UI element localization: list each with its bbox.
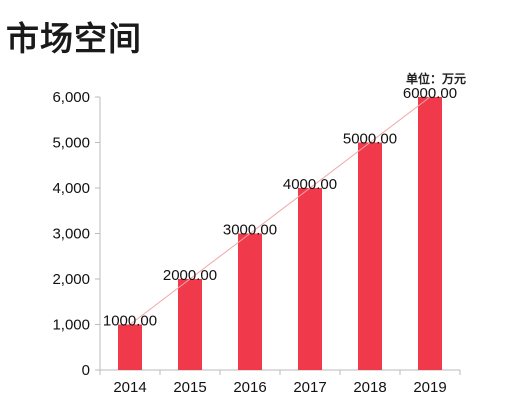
x-tick-label: 2015: [173, 379, 206, 396]
chart-bars: [118, 97, 442, 370]
data-label: 2000.00: [163, 267, 217, 284]
bar-2015: [178, 279, 202, 370]
bar-2016: [238, 233, 262, 370]
y-tick-label: 0: [82, 362, 90, 379]
y-tick-label: 4,000: [52, 180, 90, 197]
data-label: 4000.00: [283, 176, 337, 193]
x-tick-label: 2014: [113, 379, 146, 396]
bar-2014: [118, 324, 142, 370]
x-tick-label: 2019: [413, 379, 446, 396]
x-tick-label: 2018: [353, 379, 386, 396]
chart-labels: 2014 1000.00 2015 2000.00 2016 3000.00 2017 400…: [103, 71, 466, 396]
y-tick-label: 3,000: [52, 226, 90, 243]
chart-axes: 0 1,000 2,000 3,000 4,000 5,000 6,000: [52, 89, 461, 379]
data-label: 1000.00: [103, 313, 157, 330]
bar-2019: [418, 97, 442, 370]
trend-line: [129, 96, 431, 325]
x-tick-label: 2016: [233, 379, 266, 396]
y-tick-label: 6,000: [52, 89, 90, 106]
y-tick-label: 2,000: [52, 271, 90, 288]
x-tick-label: 2017: [293, 379, 326, 396]
unit-label: 单位：万元: [406, 71, 466, 86]
bar-2018: [358, 142, 382, 370]
y-tick-label: 1,000: [52, 317, 90, 334]
data-label: 6000.00: [403, 85, 457, 102]
data-label: 5000.00: [343, 131, 397, 148]
page-title: 市场空间: [6, 19, 142, 58]
y-tick-label: 5,000: [52, 135, 90, 152]
bar-2017: [298, 188, 322, 370]
data-label: 3000.00: [223, 222, 277, 239]
chart-trendline: [129, 96, 431, 325]
